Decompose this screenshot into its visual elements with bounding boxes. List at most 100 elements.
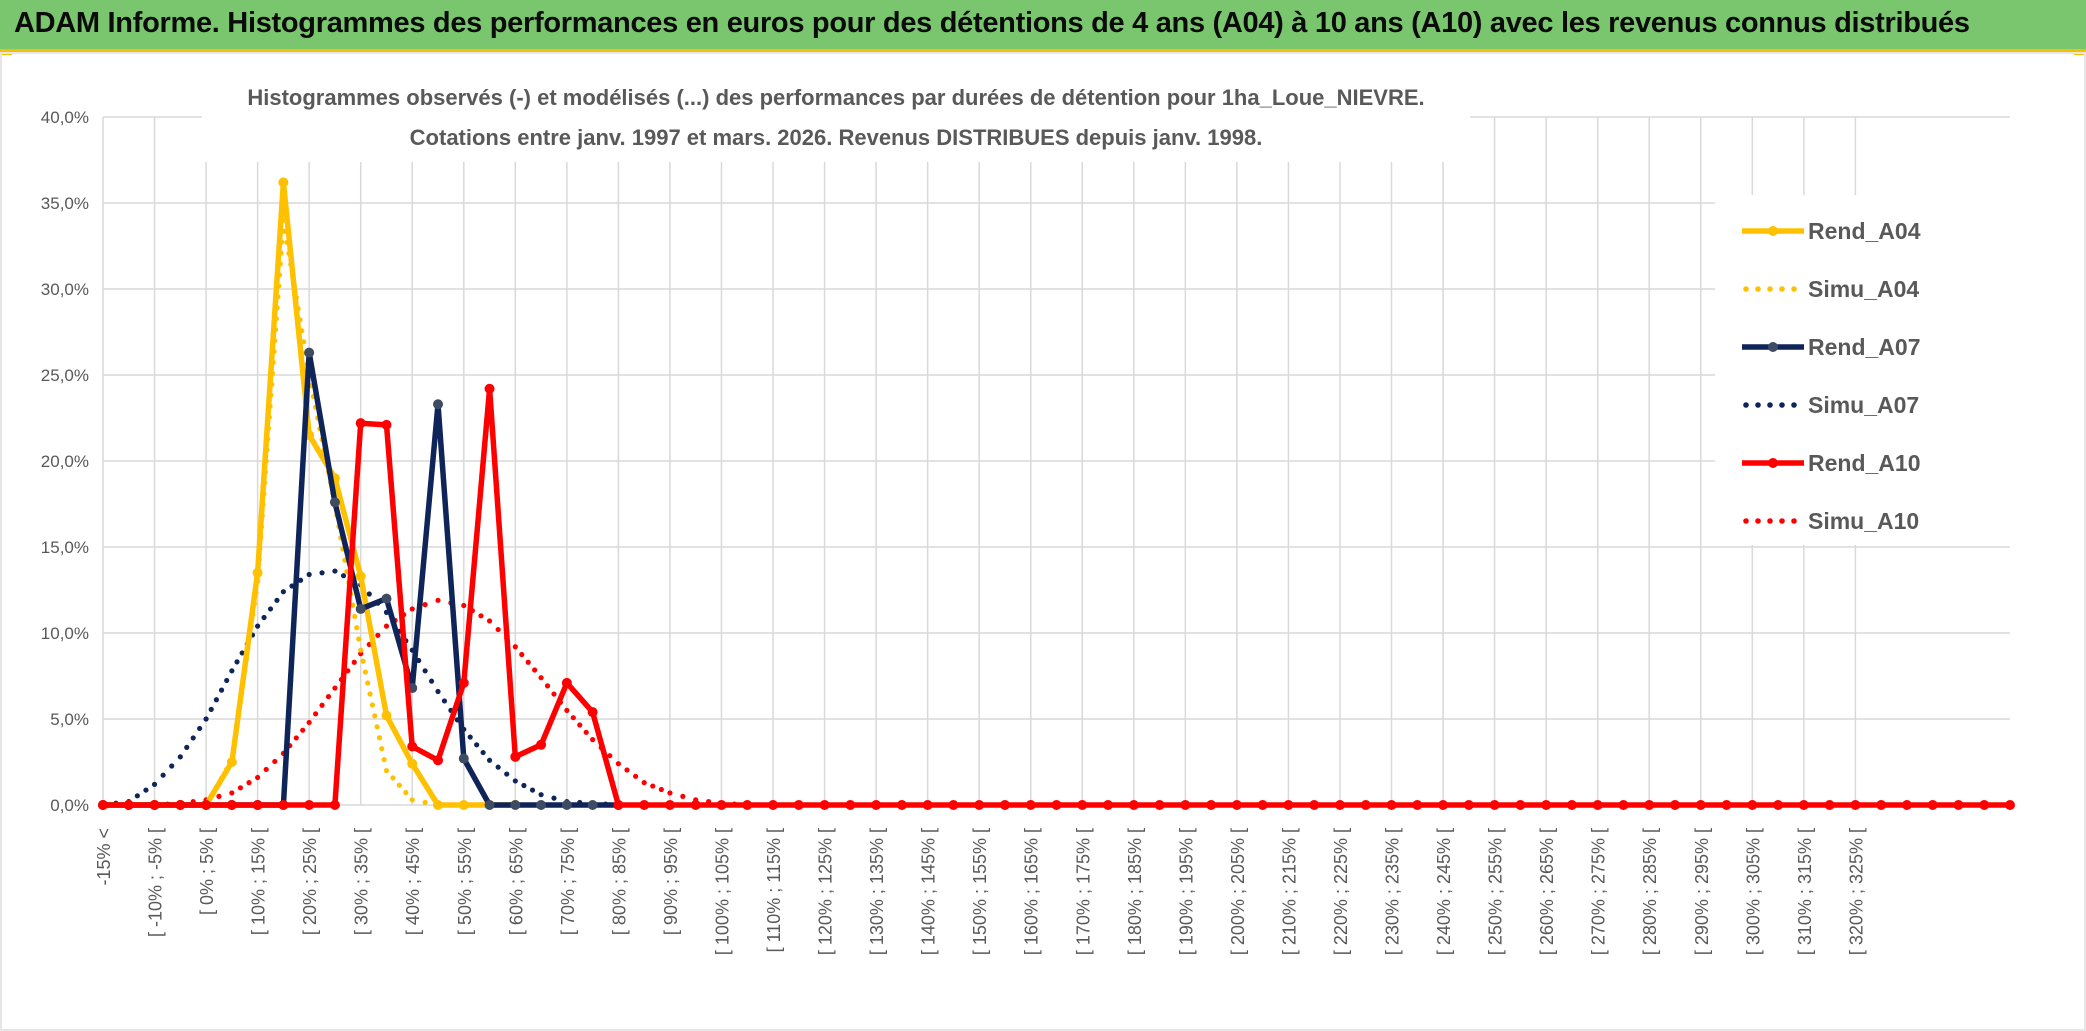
- dot-segment: [538, 675, 544, 681]
- data-point: [999, 800, 1010, 810]
- legend-label: Rend_A04: [1808, 218, 1921, 244]
- data-point: [1618, 800, 1629, 810]
- x-tick-label: [ 210% ; 215% [: [1279, 828, 1299, 955]
- data-point: [407, 758, 418, 769]
- chart-title-line2: Cotations entre janv. 1997 et mars. 2026…: [410, 125, 1263, 150]
- report-title: ADAM Informe. Histogrammes des performan…: [14, 7, 1970, 39]
- data-point: [871, 800, 882, 810]
- dot-segment: [369, 702, 376, 708]
- x-tick-label: [ 50% ; 55% [: [455, 828, 475, 935]
- x-tick-label: [ 220% ; 225% [: [1331, 828, 1351, 955]
- dot-segment: [313, 711, 319, 717]
- data-point: [433, 399, 444, 410]
- x-tick-label: [ 190% ; 195% [: [1176, 828, 1196, 955]
- data-point: [845, 800, 856, 810]
- data-point: [1566, 800, 1577, 810]
- chart-title-line1: Histogrammes observés (-) et modélisés (…: [247, 85, 1424, 110]
- legend-label: Rend_A10: [1808, 450, 1920, 476]
- y-tick-label: 15,0%: [41, 538, 89, 557]
- data-point: [896, 800, 907, 810]
- dot-segment: [551, 795, 557, 801]
- data-point: [1386, 800, 1397, 810]
- x-tick-label: [ 140% ; 145% [: [919, 828, 939, 955]
- dot-segment: [325, 694, 332, 700]
- dot-segment: [422, 799, 428, 806]
- data-point: [948, 800, 959, 810]
- x-tick-label: -15% <: [94, 828, 114, 886]
- x-tick-label: [ 270% ; 275% [: [1589, 828, 1609, 955]
- dot-segment: [280, 589, 286, 595]
- dot-segment: [658, 786, 664, 793]
- dot-segment: [216, 793, 222, 800]
- dot-segment: [151, 781, 158, 787]
- data-point: [278, 800, 289, 810]
- data-point: [355, 418, 366, 429]
- dot-segment: [362, 669, 368, 675]
- series-lines: [98, 177, 2015, 810]
- dot-segment: [134, 793, 140, 799]
- data-point: [1051, 800, 1062, 810]
- x-tick-label: [ 160% ; 165% [: [1022, 828, 1042, 955]
- legend-label: Simu_A07: [1808, 392, 1919, 418]
- dot-segment: [351, 659, 357, 665]
- x-tick-label: [ 250% ; 255% [: [1486, 828, 1506, 955]
- dot-segment: [409, 797, 415, 803]
- dot-segment: [272, 758, 278, 765]
- legend-swatch-dot: [1791, 286, 1797, 292]
- legend-swatch-marker: [1768, 226, 1778, 236]
- data-point: [201, 800, 212, 810]
- dot-segment: [409, 606, 415, 612]
- dot-segment: [293, 735, 299, 741]
- x-tick-label: [ 120% ; 125% [: [816, 828, 836, 955]
- x-tick-label: [ 80% ; 85% [: [609, 828, 629, 935]
- dot-segment: [319, 702, 325, 708]
- dot-segment: [169, 763, 175, 769]
- data-point: [226, 757, 237, 767]
- data-point: [639, 800, 650, 810]
- data-point: [1489, 800, 1500, 810]
- dot-segment: [624, 767, 630, 773]
- dot-segment: [332, 568, 338, 574]
- dot-segment: [390, 775, 396, 781]
- dot-segment: [495, 764, 501, 770]
- legend-label: Simu_A10: [1808, 508, 1919, 534]
- x-tick-label: [ 20% ; 25% [: [300, 828, 320, 935]
- legend-label: Simu_A04: [1808, 276, 1919, 302]
- dot-segment: [239, 650, 245, 656]
- data-point: [1644, 800, 1655, 810]
- x-tick-label: [ 30% ; 35% [: [352, 828, 372, 935]
- dot-segment: [529, 787, 536, 793]
- data-point: [458, 677, 469, 688]
- dot-segment: [495, 626, 501, 633]
- dot-segment: [246, 780, 252, 786]
- data-point: [1463, 800, 1474, 810]
- dot-segment: [435, 688, 441, 695]
- dot-segment: [480, 749, 486, 756]
- x-tick-label: [ 290% ; 295% [: [1692, 828, 1712, 955]
- data-point: [1128, 800, 1139, 810]
- data-point: [742, 800, 753, 810]
- y-tick-label: 25,0%: [41, 366, 89, 385]
- dot-segment: [255, 774, 261, 781]
- x-tick-label: [ 0% ; 5% [: [197, 828, 217, 915]
- dot-segment: [667, 790, 673, 796]
- legend-swatch-dot: [1755, 518, 1761, 524]
- x-tick-label: [ 10% ; 15% [: [249, 828, 269, 935]
- legend-swatch-marker: [1768, 458, 1778, 468]
- dot-segment: [263, 766, 269, 773]
- legend-swatch-dot: [1779, 286, 1785, 292]
- dot-segment: [218, 687, 225, 693]
- dot-segment: [486, 618, 493, 624]
- data-point: [1412, 800, 1423, 810]
- dot-segment: [641, 780, 647, 786]
- dot-segment: [422, 602, 428, 608]
- data-point: [922, 800, 933, 810]
- legend-item-Simu_A10: Simu_A10: [1743, 508, 1919, 534]
- dot-segment: [224, 677, 230, 684]
- data-point: [484, 800, 495, 810]
- x-tick-label: [ 110% ; 115% [: [764, 828, 784, 952]
- x-tick-label: [ 60% ; 65% [: [506, 828, 526, 935]
- dot-segment: [203, 716, 209, 722]
- data-point: [1695, 800, 1706, 810]
- dot-segment: [255, 623, 261, 629]
